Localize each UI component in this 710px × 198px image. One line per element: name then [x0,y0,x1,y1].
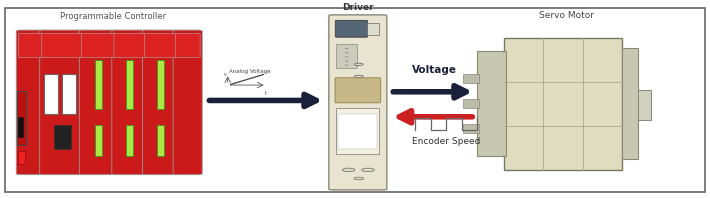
Bar [503,38,623,170]
Bar [94,125,102,156]
Circle shape [345,52,349,53]
Bar [367,23,379,35]
Bar [44,74,58,114]
Bar [623,48,638,159]
FancyBboxPatch shape [114,33,146,58]
Bar [157,125,164,156]
Bar [62,74,76,114]
Bar [337,108,379,154]
Bar [17,91,26,145]
Text: Analog Voltage: Analog Voltage [229,69,271,74]
Bar [126,125,133,156]
Circle shape [354,177,364,180]
Circle shape [342,168,355,172]
FancyBboxPatch shape [82,33,115,58]
Bar [337,44,357,68]
Bar [463,74,479,83]
FancyBboxPatch shape [111,30,148,175]
Bar [54,125,71,149]
Bar [126,60,133,109]
Text: Voltage: Voltage [412,65,457,75]
Bar [463,99,479,108]
FancyBboxPatch shape [145,33,177,58]
Text: Driver: Driver [342,3,373,12]
Circle shape [354,75,363,78]
FancyBboxPatch shape [175,33,200,58]
Bar [477,51,506,156]
Bar [157,60,164,109]
Circle shape [354,87,363,90]
Bar [638,90,651,120]
Text: Servo Motor: Servo Motor [539,11,594,20]
FancyBboxPatch shape [335,78,381,103]
Text: Encoder Speed: Encoder Speed [412,137,480,146]
Circle shape [354,63,363,66]
Bar [339,114,377,149]
Circle shape [345,56,349,57]
FancyBboxPatch shape [143,30,179,175]
FancyBboxPatch shape [173,30,202,175]
Bar [463,124,479,133]
Circle shape [345,61,349,62]
FancyBboxPatch shape [80,30,117,175]
FancyBboxPatch shape [42,33,83,58]
Text: t: t [265,91,267,96]
FancyBboxPatch shape [40,30,85,175]
Bar [94,60,102,109]
Circle shape [345,65,349,66]
Circle shape [361,168,374,172]
FancyBboxPatch shape [18,33,43,58]
Text: Programmable Controller: Programmable Controller [60,12,166,21]
Bar [18,117,23,137]
Text: v: v [224,72,226,77]
Bar [18,151,25,164]
Circle shape [345,48,349,49]
FancyBboxPatch shape [16,30,45,175]
FancyBboxPatch shape [335,20,368,37]
FancyBboxPatch shape [329,15,387,190]
